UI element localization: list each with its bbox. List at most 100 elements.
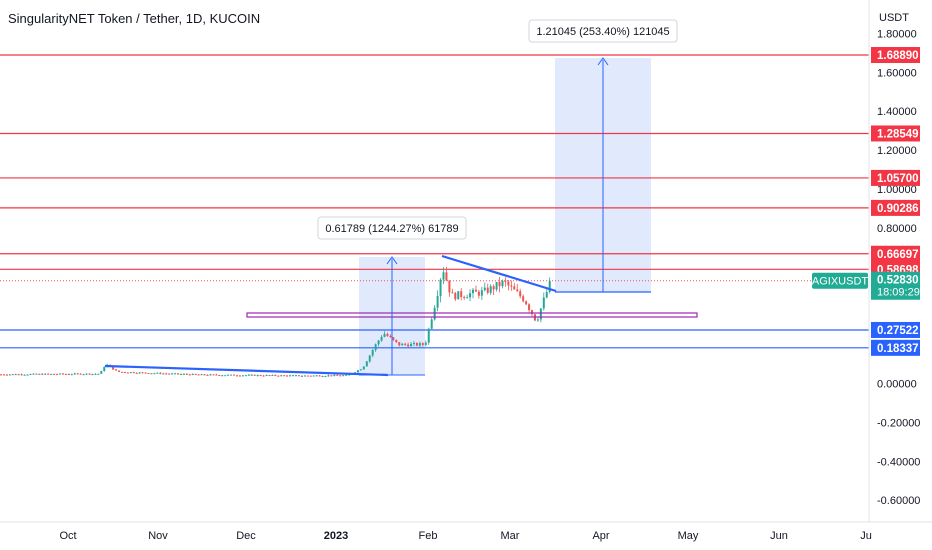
x-tick-4: Feb xyxy=(419,530,438,542)
price-label-4: 0.66697 xyxy=(877,249,919,261)
candle-body-149 xyxy=(439,279,442,297)
candle-body-157 xyxy=(463,296,466,298)
candle-body-83 xyxy=(244,375,247,377)
candle-body-42 xyxy=(123,372,126,374)
candle-body-130 xyxy=(383,333,386,337)
candle-body-97 xyxy=(286,375,289,377)
y-tick-4: 1.00000 xyxy=(877,184,917,196)
candle-body-175 xyxy=(516,289,519,292)
candle-body-65 xyxy=(191,373,194,375)
candle-body-13 xyxy=(38,373,41,375)
countdown-timer: 18:09:29 xyxy=(877,287,920,299)
horizontal-levels xyxy=(0,54,869,349)
candle-body-35 xyxy=(103,367,106,372)
price-label-bg-1 xyxy=(871,125,920,142)
candle-body-143 xyxy=(421,343,424,345)
candle-body-25 xyxy=(73,373,76,375)
candle-body-144 xyxy=(424,342,427,345)
candle-body-67 xyxy=(197,374,200,376)
candle-body-126 xyxy=(371,350,374,356)
candle-body-151 xyxy=(445,272,448,281)
candle-body-146 xyxy=(430,319,433,329)
candle-body-169 xyxy=(498,281,501,287)
candle-body-180 xyxy=(531,310,533,315)
candle-body-75 xyxy=(221,375,224,377)
candle-body-168 xyxy=(495,281,498,290)
candle-body-23 xyxy=(67,374,70,376)
candle-body-115 xyxy=(339,375,342,377)
candle-body-93 xyxy=(274,374,277,376)
candle-body-81 xyxy=(238,375,241,377)
measure-1-arrowhead xyxy=(386,256,398,265)
candle-body-134 xyxy=(395,339,398,343)
candle-body-94 xyxy=(277,375,280,377)
candle-body-108 xyxy=(318,375,321,377)
candle-body-183 xyxy=(539,308,542,320)
candle-body-87 xyxy=(256,375,259,377)
candle-body-34 xyxy=(100,371,103,374)
candle-body-150 xyxy=(442,272,445,280)
candle-body-55 xyxy=(162,373,165,375)
price-label-8: 0.18337 xyxy=(877,343,919,355)
candles xyxy=(0,266,551,378)
candle-body-40 xyxy=(118,370,120,372)
candle-body-5 xyxy=(14,374,17,376)
x-tick-3: 2023 xyxy=(324,530,348,542)
candle-body-70 xyxy=(206,374,209,376)
candle-body-41 xyxy=(120,371,123,373)
candle-body-178 xyxy=(525,301,528,305)
candle-body-45 xyxy=(132,372,135,374)
price-label-bg-0 xyxy=(871,47,920,64)
candle-body-159 xyxy=(469,293,472,298)
candle-body-153 xyxy=(451,292,454,294)
price-label-1: 1.28549 xyxy=(877,128,919,140)
candle-body-148 xyxy=(436,296,439,308)
candle-body-30 xyxy=(88,373,91,375)
candle-body-31 xyxy=(91,373,94,375)
candle-body-113 xyxy=(333,374,336,376)
candle-body-99 xyxy=(292,375,295,377)
candle-body-131 xyxy=(386,333,389,337)
candle-body-107 xyxy=(315,375,318,377)
candle-body-84 xyxy=(247,374,250,376)
candle-body-10 xyxy=(29,374,32,376)
candle-body-173 xyxy=(510,285,513,287)
candle-body-152 xyxy=(448,280,451,293)
candle-body-1 xyxy=(2,374,5,376)
price-label-bg-7 xyxy=(871,321,920,338)
candle-body-129 xyxy=(380,336,383,341)
candle-body-27 xyxy=(79,373,82,375)
price-label-bg-2 xyxy=(871,169,920,186)
candle-body-154 xyxy=(454,292,457,300)
x-tick-0: Oct xyxy=(59,530,76,542)
candle-body-16 xyxy=(47,373,50,375)
y-tick-0: 1.80000 xyxy=(877,28,917,40)
candle-body-98 xyxy=(289,375,292,377)
price-label-7: 0.27522 xyxy=(877,325,919,337)
candle-body-179 xyxy=(528,304,531,311)
candle-body-68 xyxy=(200,374,203,376)
candle-body-50 xyxy=(147,373,150,375)
y-tick-9: -0.60000 xyxy=(877,495,920,507)
candle-body-121 xyxy=(356,370,359,373)
candle-body-90 xyxy=(265,375,268,377)
candle-body-64 xyxy=(188,374,191,376)
candle-body-51 xyxy=(150,373,153,375)
candle-body-82 xyxy=(241,375,244,377)
candle-body-170 xyxy=(501,280,504,287)
candle-body-52 xyxy=(153,373,156,375)
candle-body-73 xyxy=(215,374,218,376)
candle-body-106 xyxy=(312,375,315,377)
candle-body-85 xyxy=(250,374,253,376)
candle-body-167 xyxy=(492,286,495,290)
candle-body-76 xyxy=(224,375,227,377)
candle-body-128 xyxy=(377,340,380,345)
candle-body-69 xyxy=(203,374,206,376)
x-tick-1: Nov xyxy=(148,530,168,542)
candle-body-28 xyxy=(82,374,85,376)
candle-body-156 xyxy=(460,291,463,297)
candle-body-104 xyxy=(306,375,309,377)
candle-body-123 xyxy=(362,366,365,370)
candle-body-8 xyxy=(23,374,26,376)
